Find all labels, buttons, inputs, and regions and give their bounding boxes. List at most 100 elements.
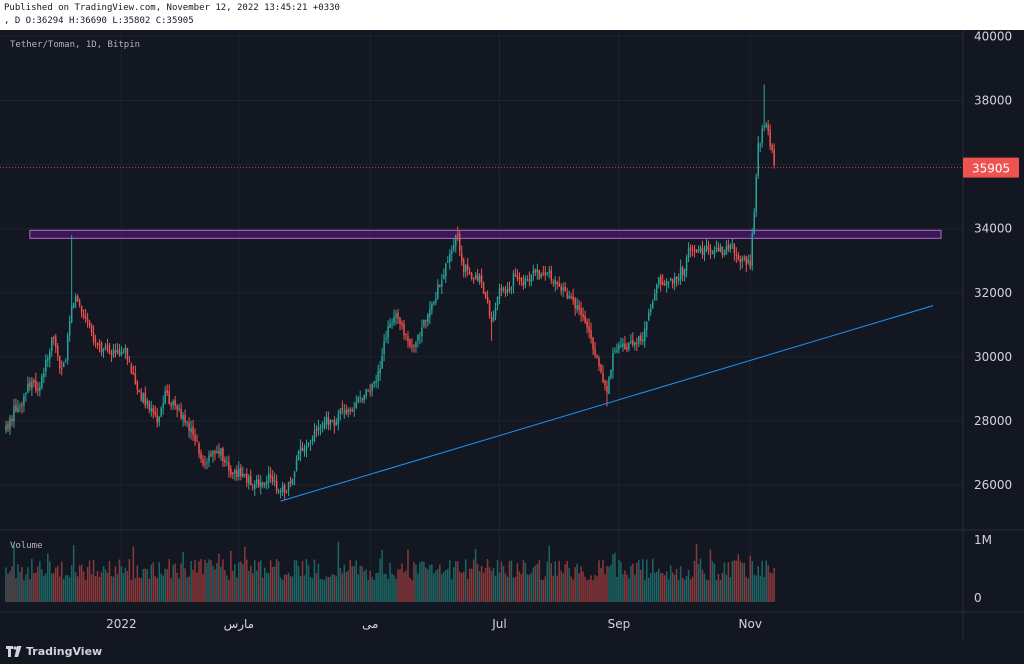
candle [291, 478, 294, 486]
candle-body [564, 286, 566, 292]
candle [739, 255, 742, 271]
volume-bar [486, 558, 489, 602]
candle-body [681, 267, 684, 275]
candle [494, 302, 497, 321]
volume-bar [315, 573, 318, 602]
volume-bar [359, 565, 361, 602]
tradingview-logo[interactable]: TradingView [6, 645, 102, 658]
volume-bar [681, 577, 684, 602]
candle-body [403, 323, 405, 335]
candle [715, 240, 718, 253]
candle [612, 347, 614, 379]
volume-bar [618, 559, 620, 602]
candle-body [208, 455, 210, 462]
candle [574, 297, 576, 316]
volume-bar [423, 561, 425, 602]
volume-bar [285, 574, 288, 602]
volume-bar [405, 570, 407, 602]
candle [425, 319, 427, 329]
volume-bar [409, 577, 411, 602]
volume-bar [323, 580, 326, 602]
candle-body [550, 269, 553, 281]
candle-body [196, 441, 198, 443]
candle [755, 173, 757, 218]
candle-body [427, 314, 429, 323]
candle [23, 393, 25, 413]
candle [751, 228, 753, 271]
volume-bar [460, 573, 463, 602]
candle-body [655, 284, 658, 294]
candle [600, 363, 602, 374]
candle [671, 278, 674, 289]
candle [540, 272, 543, 279]
candle [182, 412, 184, 427]
volume-bar [757, 566, 759, 602]
volume-bar [713, 563, 716, 602]
volume-bar [431, 564, 433, 602]
volume-bar [482, 572, 485, 602]
candle-body [596, 355, 598, 358]
candle-body [512, 273, 515, 287]
candle-body [530, 274, 533, 283]
candle-body [184, 414, 186, 423]
candle [741, 255, 744, 269]
candle-body [498, 287, 501, 299]
volume-bar [464, 559, 467, 602]
candle [108, 342, 111, 355]
candle-body [464, 264, 467, 272]
price-chart[interactable]: 2600028000300003200034000360003800040000… [0, 30, 1024, 640]
candle-body [27, 383, 29, 393]
time-tick-label: مارس [224, 617, 255, 632]
volume-bar [606, 565, 608, 602]
candle [657, 276, 660, 289]
candle-body [68, 321, 71, 336]
chart-background [0, 30, 1024, 640]
candle-body [449, 253, 451, 262]
volume-bar [305, 559, 308, 602]
price-tick-label: 32000 [974, 286, 1012, 300]
volume-bar [616, 576, 618, 602]
candle-body [353, 409, 355, 411]
candle-body [769, 130, 771, 147]
candle [301, 442, 304, 452]
candle [385, 330, 387, 343]
candle [602, 365, 604, 384]
candle-body [335, 421, 338, 426]
candle [628, 341, 630, 352]
volume-bar [170, 578, 172, 602]
candle [707, 240, 710, 255]
candle-body [212, 451, 214, 455]
volume-bar [166, 569, 168, 602]
volume-label: Volume [10, 541, 43, 551]
candle [267, 465, 270, 489]
candle-body [47, 358, 49, 361]
candle [644, 321, 646, 348]
candle-body [691, 250, 694, 252]
candle-body [665, 281, 668, 285]
candle [146, 398, 149, 409]
volume-bar [650, 573, 652, 602]
candle [472, 277, 475, 285]
candle [242, 466, 244, 478]
candle [56, 342, 59, 361]
candle-body [604, 380, 606, 386]
candle [405, 333, 407, 341]
volume-bar [741, 562, 744, 602]
volume-bar [628, 578, 630, 602]
candle-body [62, 362, 65, 368]
volume-bar [516, 563, 519, 602]
candle-body [697, 249, 700, 252]
candle-body [717, 247, 720, 252]
candle [735, 247, 738, 264]
volume-bar [244, 546, 246, 602]
candle-body [104, 346, 107, 350]
support-trendline [280, 305, 934, 502]
candle [27, 376, 29, 394]
candle [202, 455, 204, 467]
candle-body [263, 484, 266, 486]
candle [592, 336, 594, 356]
volume-bar [586, 580, 588, 602]
volume-bar [490, 570, 493, 602]
candle-body [568, 295, 570, 299]
volume-bar [443, 571, 445, 602]
